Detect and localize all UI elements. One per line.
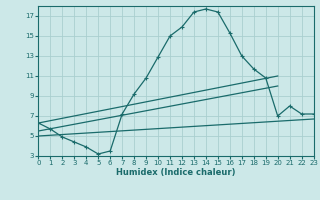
X-axis label: Humidex (Indice chaleur): Humidex (Indice chaleur)	[116, 168, 236, 177]
